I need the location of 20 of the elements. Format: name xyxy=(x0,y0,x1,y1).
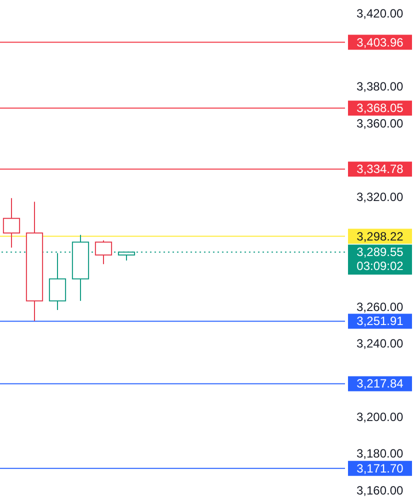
y-tick-label: 3,180.00 xyxy=(356,446,404,461)
candlestick xyxy=(94,240,112,265)
candlestick xyxy=(2,198,20,248)
ref-line-label: 3,217.84 xyxy=(356,376,404,391)
ref-line-label: 3,251.91 xyxy=(356,314,404,328)
ref-line-label: 3,334.78 xyxy=(356,162,404,176)
y-tick-label: 3,160.00 xyxy=(356,483,404,498)
candlestick xyxy=(48,252,66,311)
y-tick-label: 3,380.00 xyxy=(356,80,404,94)
ref-line-label: 3,403.96 xyxy=(356,35,404,50)
ref-line-label: 3,171.70 xyxy=(356,461,404,476)
ref-line-label: 3,298.22 xyxy=(356,229,404,244)
ref-line-label: 3,289.55 03:09:02 xyxy=(356,245,404,274)
y-tick-label: 3,240.00 xyxy=(356,336,404,351)
y-tick-label: 3,360.00 xyxy=(356,116,404,130)
y-tick-label: 3,260.00 xyxy=(356,300,404,314)
y-tick-label: 3,420.00 xyxy=(356,6,404,20)
y-tick-label: 3,320.00 xyxy=(356,190,404,204)
y-tick-label: 3,200.00 xyxy=(356,410,404,424)
ref-line-label: 3,368.05 xyxy=(356,101,404,116)
